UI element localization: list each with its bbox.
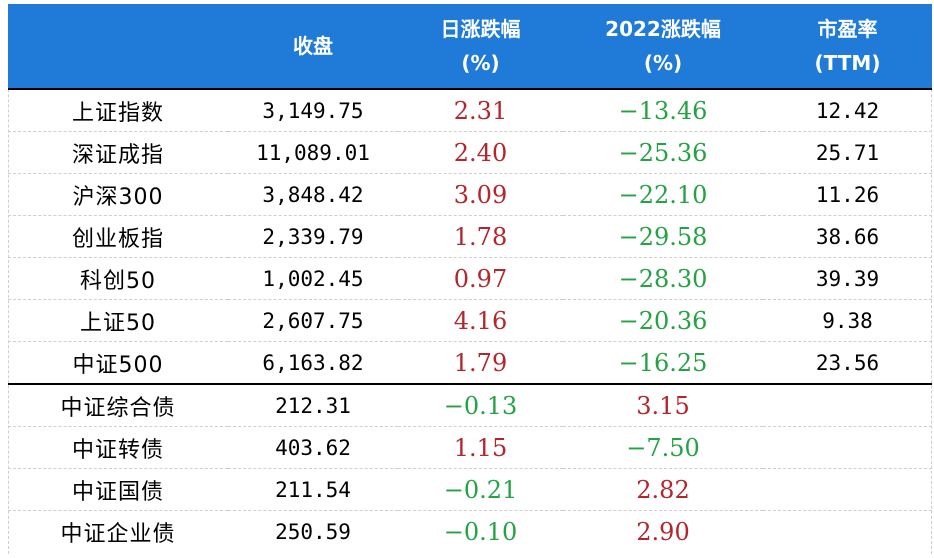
pe-value: 25.71 <box>763 131 932 174</box>
daily-change: 3.09 <box>398 173 563 216</box>
header-row: 收盘 日涨跌幅 (%) 2022涨跌幅 (%) 市盈率 (TTM) <box>8 4 932 90</box>
pe-value <box>763 511 932 553</box>
index-name: 上证指数 <box>8 89 228 132</box>
close-value: 1,002.45 <box>228 257 398 300</box>
ytd-change: −25.36 <box>563 131 763 174</box>
daily-change: 1.79 <box>398 341 563 385</box>
daily-change: −0.21 <box>398 468 563 511</box>
close-value: 3,149.75 <box>228 89 398 132</box>
header-ytd-change: 2022涨跌幅 (%) <box>563 4 763 90</box>
index-name: 中证国债 <box>8 468 228 511</box>
table-row: 上证指数 3,149.75 2.31 −13.46 12.42 <box>8 89 932 132</box>
close-value: 11,089.01 <box>228 131 398 174</box>
index-name: 上证50 <box>8 299 228 342</box>
pe-value: 12.42 <box>763 89 932 132</box>
index-name: 中证500 <box>8 341 228 385</box>
market-table-container: 收盘 日涨跌幅 (%) 2022涨跌幅 (%) 市盈率 (TTM) 上证指数 3… <box>8 4 932 552</box>
close-value: 2,339.79 <box>228 215 398 258</box>
header-pe: 市盈率 (TTM) <box>763 4 932 90</box>
header-close: 收盘 <box>228 4 398 90</box>
table-header: 收盘 日涨跌幅 (%) 2022涨跌幅 (%) 市盈率 (TTM) <box>8 4 932 90</box>
daily-change: 4.16 <box>398 299 563 342</box>
pe-value: 11.26 <box>763 173 932 216</box>
daily-change: 2.31 <box>398 89 563 132</box>
pe-value: 23.56 <box>763 341 932 385</box>
header-daily-change-label: 日涨跌幅 <box>440 17 521 41</box>
close-value: 3,848.42 <box>228 173 398 216</box>
table-body: 上证指数 3,149.75 2.31 −13.46 12.42 深证成指 11,… <box>8 89 932 552</box>
index-name: 沪深300 <box>8 173 228 216</box>
daily-change: 1.78 <box>398 215 563 258</box>
table-row: 沪深300 3,848.42 3.09 −22.10 11.26 <box>8 173 932 216</box>
ytd-change: −16.25 <box>563 341 763 385</box>
header-daily-change: 日涨跌幅 (%) <box>398 4 563 90</box>
ytd-change: −13.46 <box>563 89 763 132</box>
ytd-change: −20.36 <box>563 299 763 342</box>
table-row: 创业板指 2,339.79 1.78 −29.58 38.66 <box>8 215 932 258</box>
market-index-table: 收盘 日涨跌幅 (%) 2022涨跌幅 (%) 市盈率 (TTM) 上证指数 3… <box>8 4 932 552</box>
table-row: 中证转债 403.62 1.15 −7.50 <box>8 426 932 469</box>
close-value: 403.62 <box>228 426 398 469</box>
index-name: 深证成指 <box>8 131 228 174</box>
daily-change: 1.15 <box>398 426 563 469</box>
table-row: 中证国债 211.54 −0.21 2.82 <box>8 468 932 511</box>
close-value: 2,607.75 <box>228 299 398 342</box>
table-row: 中证综合债 212.31 −0.13 3.15 <box>8 383 932 427</box>
table-row: 科创50 1,002.45 0.97 −28.30 39.39 <box>8 257 932 300</box>
daily-change: −0.10 <box>443 517 518 546</box>
close-value: 212.31 <box>228 383 398 427</box>
ytd-change: −29.58 <box>563 215 763 258</box>
pe-value <box>763 383 932 427</box>
close-value: 250.59 <box>275 519 351 544</box>
close-value: 211.54 <box>228 468 398 511</box>
index-name: 创业板指 <box>8 215 228 258</box>
pe-value <box>763 468 932 511</box>
ytd-change: 2.82 <box>563 468 763 511</box>
index-name: 中证转债 <box>8 426 228 469</box>
index-name: 中证综合债 <box>8 383 228 427</box>
ytd-change: −22.10 <box>563 173 763 216</box>
index-name: 中证企业债 <box>60 521 176 547</box>
header-pe-label: 市盈率 <box>817 17 878 41</box>
ytd-change: 3.15 <box>563 383 763 427</box>
daily-change: 0.97 <box>398 257 563 300</box>
table-row: 上证50 2,607.75 4.16 −20.36 9.38 <box>8 299 932 342</box>
close-value: 6,163.82 <box>228 341 398 385</box>
pe-value <box>763 426 932 469</box>
ytd-change: 2.90 <box>636 517 690 546</box>
header-ytd-change-unit: (%) <box>643 51 683 75</box>
header-close-label: 收盘 <box>293 34 333 58</box>
header-ytd-change-label: 2022涨跌幅 <box>605 17 721 41</box>
table-row: 中证500 6,163.82 1.79 −16.25 23.56 <box>8 341 932 385</box>
header-daily-change-unit: (%) <box>461 51 500 75</box>
ytd-change: −7.50 <box>563 426 763 469</box>
table-row: 深证成指 11,089.01 2.40 −25.36 25.71 <box>8 131 932 174</box>
table-row: 中证企业债 250.59 −0.10 2.90 <box>8 511 932 553</box>
ytd-change: −28.30 <box>563 257 763 300</box>
pe-value: 38.66 <box>763 215 932 258</box>
header-pe-unit: (TTM) <box>814 51 881 75</box>
pe-value: 39.39 <box>763 257 932 300</box>
daily-change: −0.13 <box>398 383 563 427</box>
pe-value: 9.38 <box>763 299 932 342</box>
index-name: 科创50 <box>8 257 228 300</box>
header-name <box>8 4 228 90</box>
daily-change: 2.40 <box>398 131 563 174</box>
